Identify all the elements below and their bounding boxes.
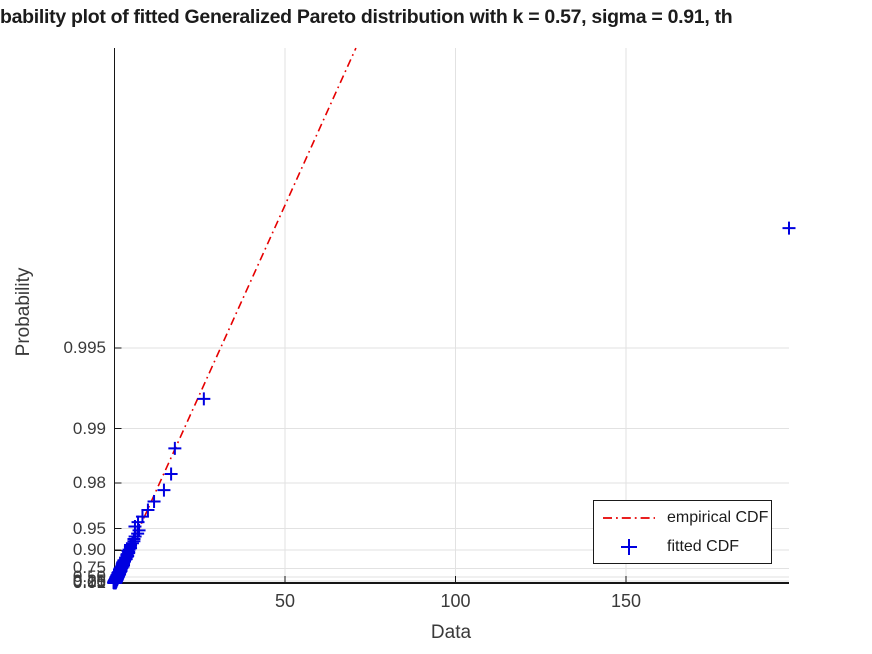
y-tick-label: 0.99 bbox=[72, 418, 106, 438]
y-tick-label: 0.25 bbox=[72, 570, 106, 590]
fitted-cdf-marker bbox=[135, 510, 149, 524]
x-tick-label: 100 bbox=[440, 591, 471, 611]
x-tick-label: 150 bbox=[610, 591, 642, 611]
fitted-cdf-marker bbox=[164, 467, 178, 481]
y-tick-label: 0.50 bbox=[72, 567, 106, 587]
y-tick-label: 0.90 bbox=[72, 540, 106, 560]
fitted-cdf-marker bbox=[141, 503, 155, 517]
y-tick-label: 0.01 bbox=[72, 572, 106, 592]
y-tick-label: 0.98 bbox=[72, 472, 106, 492]
y-tick-label: 0.10 bbox=[72, 572, 106, 592]
legend-item-label: fitted CDF bbox=[667, 537, 740, 555]
fitted-cdf-marker bbox=[168, 441, 182, 455]
fitted-cdf-marker bbox=[147, 495, 161, 509]
y-tick-label: 0.995 bbox=[63, 337, 106, 357]
fitted-cdf-marker bbox=[197, 392, 211, 406]
plus-marker-icon bbox=[621, 538, 637, 555]
chart-title: bability plot of fitted Generalized Pare… bbox=[0, 6, 733, 28]
y-tick-label: 0.75 bbox=[72, 558, 106, 578]
legend-item-fitted: fitted CDF bbox=[594, 532, 771, 561]
x-axis-label: Data bbox=[430, 622, 472, 643]
fitted-cdf-marker bbox=[157, 483, 171, 497]
x-tick-label: 50 bbox=[274, 591, 296, 611]
legend-item-label: empirical CDF bbox=[667, 508, 769, 526]
legend-item-empirical: empirical CDF bbox=[594, 503, 771, 532]
y-tick-label: 0.05 bbox=[72, 572, 106, 592]
y-tick-label: 0.95 bbox=[72, 518, 106, 538]
fitted-cdf-marker bbox=[782, 221, 796, 235]
fitted-cdf-marker bbox=[131, 527, 145, 541]
dash-dot-line-icon bbox=[603, 516, 655, 519]
empirical-cdf-line bbox=[113, 47, 357, 584]
legend: empirical CDF fitted CDF bbox=[593, 500, 772, 564]
